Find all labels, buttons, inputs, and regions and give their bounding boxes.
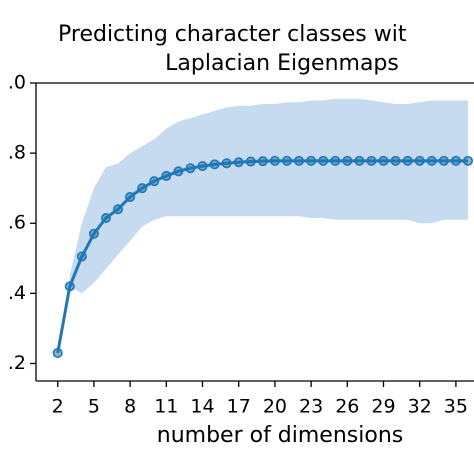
- confidence-band: [57, 98, 468, 353]
- marker: [342, 155, 353, 166]
- marker: [281, 155, 292, 166]
- x-tick-label: 5: [88, 396, 100, 418]
- marker: [113, 204, 124, 215]
- marker: [233, 157, 244, 168]
- marker: [462, 155, 473, 166]
- marker: [100, 212, 111, 223]
- y-tick-label: .8: [8, 142, 26, 164]
- marker: [330, 155, 341, 166]
- marker: [245, 156, 256, 167]
- marker: [306, 155, 317, 166]
- x-tick-label: 26: [335, 396, 359, 418]
- marker: [149, 176, 160, 187]
- x-tick-label: 17: [227, 396, 251, 418]
- marker: [64, 281, 75, 292]
- marker: [269, 155, 280, 166]
- marker: [257, 156, 268, 167]
- marker: [185, 163, 196, 174]
- y-tick-label: .2: [8, 352, 26, 374]
- x-tick-label: 20: [263, 396, 287, 418]
- marker: [137, 183, 148, 194]
- marker: [294, 155, 305, 166]
- marker: [209, 159, 220, 170]
- marker: [354, 155, 365, 166]
- marker: [88, 228, 99, 239]
- marker: [414, 155, 425, 166]
- x-axis-label: number of dimensions: [157, 423, 403, 448]
- y-tick-label: .6: [8, 212, 26, 234]
- x-tick-label: 23: [299, 396, 323, 418]
- marker: [318, 155, 329, 166]
- marker: [390, 155, 401, 166]
- marker: [173, 166, 184, 177]
- y-tick-label: .4: [8, 282, 26, 304]
- chart-title: Predicting character classes wit: [58, 22, 407, 47]
- marker: [52, 347, 63, 358]
- x-tick-label: 11: [154, 396, 178, 418]
- marker: [402, 155, 413, 166]
- marker: [426, 155, 437, 166]
- marker: [450, 155, 461, 166]
- y-tick-label: .0: [8, 72, 26, 94]
- x-tick-label: 2: [52, 396, 64, 418]
- marker: [161, 170, 172, 181]
- marker: [378, 155, 389, 166]
- marker: [76, 251, 87, 262]
- chart-title: Laplacian Eigenmaps: [165, 51, 399, 76]
- x-tick-label: 32: [408, 396, 432, 418]
- x-tick-label: 14: [190, 396, 214, 418]
- x-tick-label: 29: [371, 396, 395, 418]
- marker: [366, 155, 377, 166]
- x-tick-label: 8: [124, 396, 136, 418]
- marker: [221, 158, 232, 169]
- marker: [125, 191, 136, 202]
- x-tick-label: 35: [444, 396, 468, 418]
- marker: [197, 161, 208, 172]
- marker: [438, 155, 449, 166]
